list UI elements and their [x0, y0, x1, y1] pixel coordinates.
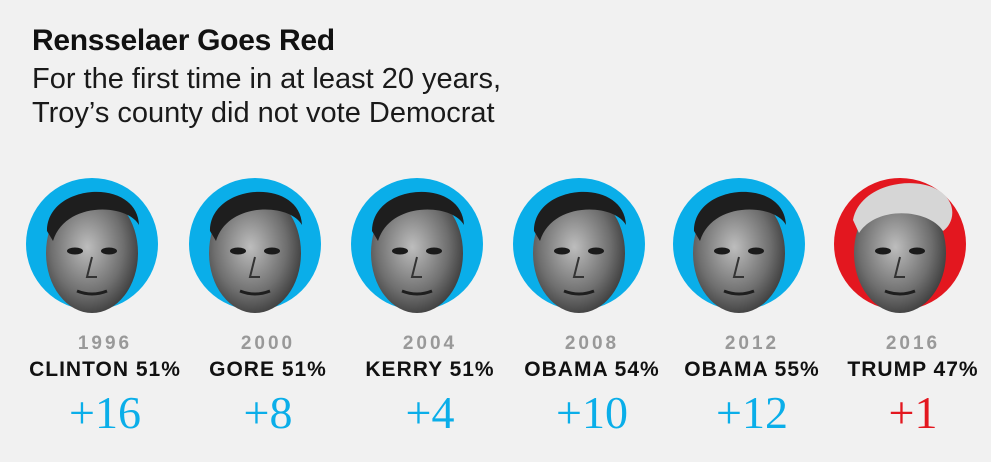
- chart-title: Rensselaer Goes Red: [32, 24, 335, 57]
- winner-result-label: GORE 51%: [209, 358, 327, 381]
- year-label: 2000: [240, 333, 296, 354]
- result-panel-2012: 2012 OBAMA 55% +12: [672, 165, 832, 462]
- result-panel-2000: 2000 GORE 51% +8: [188, 165, 348, 462]
- winner-result-label: CLINTON 51%: [29, 358, 181, 381]
- portrait-2004: [351, 178, 483, 313]
- year-label: 2004: [402, 333, 458, 354]
- margin-label: +12: [716, 387, 788, 438]
- winner-result-label: KERRY 51%: [365, 358, 495, 381]
- margin-label: +1: [888, 387, 938, 438]
- portrait-2000: [189, 178, 321, 313]
- portrait-2008: [513, 178, 645, 313]
- subtitle-line-1: For the first time in at least 20 years,: [32, 63, 502, 95]
- year-label: 2012: [724, 333, 780, 354]
- result-panel-2004: 2004 KERRY 51% +4: [350, 165, 510, 462]
- margin-label: +10: [556, 387, 628, 438]
- clinton-photo: [46, 191, 139, 313]
- margin-label: +4: [405, 387, 455, 438]
- kerry-photo: [371, 191, 464, 313]
- result-panel-2016: 2016 TRUMP 47% +1: [833, 165, 991, 462]
- winner-result-label: TRUMP 47%: [847, 358, 979, 381]
- margin-label: +16: [69, 387, 141, 438]
- margin-label: +8: [243, 387, 293, 438]
- result-panel-2008: 2008 OBAMA 54% +10: [512, 165, 672, 462]
- winner-result-label: OBAMA 54%: [524, 358, 660, 381]
- portrait-2012: [673, 178, 805, 313]
- portrait-2016: [834, 178, 966, 313]
- obama-photo: [693, 191, 786, 313]
- portrait-1996: [26, 178, 158, 313]
- subtitle-line-2: Troy’s county did not vote Democrat: [32, 97, 495, 129]
- trump-photo: [853, 183, 953, 313]
- gore-photo: [209, 191, 302, 313]
- year-label: 1996: [77, 333, 133, 354]
- chart-subtitle: For the first time in at least 20 years,…: [32, 62, 652, 130]
- obama-photo: [533, 191, 626, 313]
- year-label: 2016: [885, 333, 941, 354]
- year-label: 2008: [564, 333, 620, 354]
- result-panel-1996: 1996 CLINTON 51% +16: [25, 165, 185, 462]
- winner-result-label: OBAMA 55%: [684, 358, 820, 381]
